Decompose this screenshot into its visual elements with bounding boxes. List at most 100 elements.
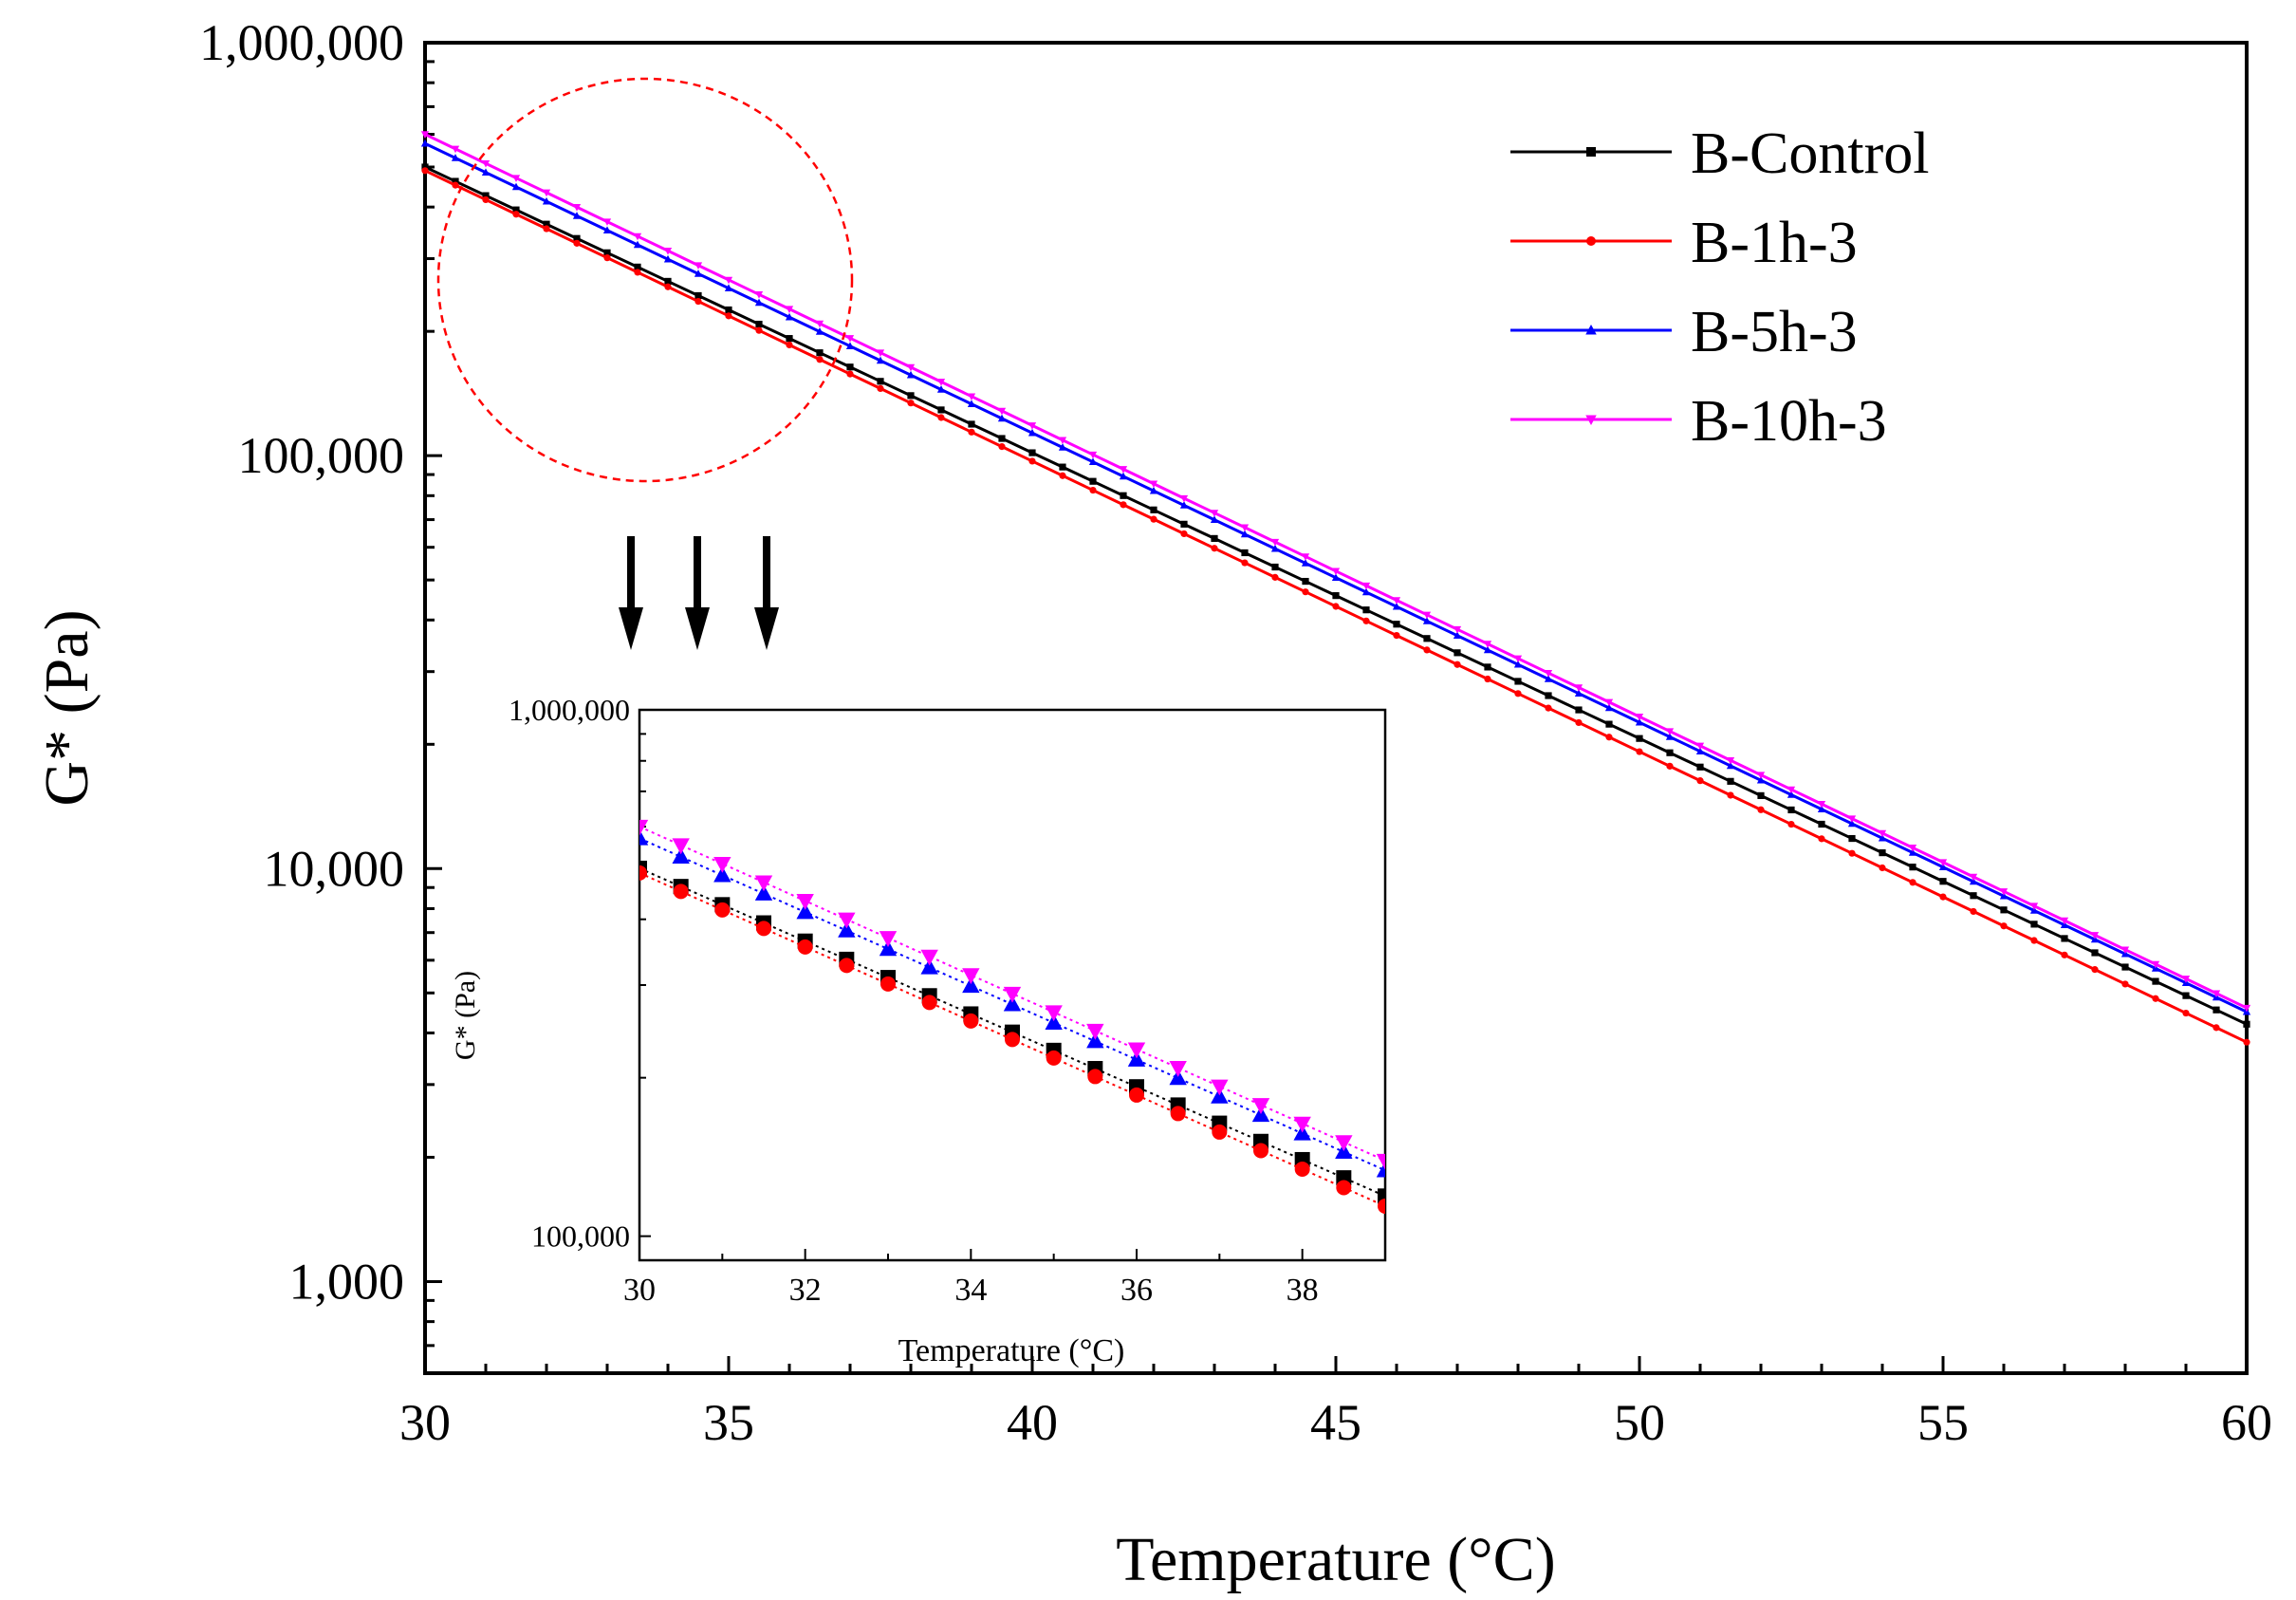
data-point (1635, 717, 1644, 726)
data-point (1604, 703, 1614, 712)
data-point (755, 326, 763, 334)
data-point (1969, 877, 1978, 885)
data-point (639, 819, 649, 836)
data-point (725, 312, 732, 320)
data-point (542, 196, 551, 205)
data-point (1574, 689, 1583, 697)
data-point (1241, 549, 1249, 557)
data-point (816, 356, 824, 363)
x-tick-label: 38 (1287, 1273, 1319, 1308)
data-point (907, 392, 915, 400)
data-point (815, 327, 824, 335)
data-point (1003, 986, 1022, 1003)
y-tick-label: 1,000,000 (199, 14, 404, 71)
data-point (1302, 577, 1309, 586)
data-point (997, 407, 1007, 416)
data-point (1939, 893, 1947, 901)
data-point (962, 977, 980, 994)
data-point (1087, 1069, 1103, 1085)
data-point (2061, 951, 2068, 958)
data-point (936, 379, 946, 386)
data-point (1454, 649, 1461, 657)
data-point (1378, 1198, 1385, 1214)
data-point (1878, 829, 1887, 838)
data-point (963, 1013, 979, 1029)
data-point (906, 363, 916, 372)
data-point (786, 341, 793, 349)
data-point (634, 269, 641, 276)
legend-marker (1585, 325, 1597, 335)
data-point (1908, 845, 1917, 852)
data-point (1028, 449, 1036, 456)
data-point (1058, 437, 1067, 445)
data-point (1149, 486, 1158, 494)
data-point (420, 131, 430, 139)
data-point (1696, 777, 1704, 785)
data-point (962, 968, 980, 985)
inset-y-axis-label: G* (Pa) (450, 971, 481, 1060)
data-point (1212, 1124, 1228, 1140)
data-point (754, 875, 773, 892)
data-point (1879, 864, 1886, 872)
data-point (1757, 791, 1765, 799)
data-point (633, 233, 642, 241)
data-point (1211, 534, 1218, 543)
data-point (1726, 757, 1735, 765)
data-point (543, 225, 550, 233)
data-point (1636, 735, 1643, 742)
data-point (1726, 761, 1735, 770)
data-point (1817, 801, 1826, 809)
data-point (968, 428, 975, 436)
data-point (694, 262, 703, 270)
data-point (846, 363, 854, 371)
data-point (1089, 477, 1097, 485)
data-point (1127, 1051, 1146, 1067)
data-point (543, 220, 550, 228)
data-point (725, 306, 732, 314)
arrow-group (619, 536, 779, 650)
data-point (2212, 990, 2221, 998)
data-point (1969, 873, 1978, 882)
arrow-head (619, 607, 643, 650)
data-point (2029, 902, 2039, 910)
data-point (2091, 966, 2099, 974)
data-point (1362, 617, 1370, 624)
data-point (754, 884, 773, 901)
legend-item: B-1h-3 (1510, 211, 1858, 275)
data-point (998, 443, 1006, 451)
data-point (573, 234, 581, 242)
data-point (1727, 777, 1734, 785)
inset-series-b-1h-3 (639, 865, 1385, 1214)
data-point (1908, 848, 1917, 856)
data-point (511, 182, 521, 191)
data-point (2091, 949, 2099, 957)
inset-x-axis-label: Temperature (°C) (898, 1333, 1125, 1368)
data-point (1331, 573, 1341, 581)
data-point (1544, 675, 1553, 682)
data-point (1666, 749, 1674, 756)
data-point (1392, 602, 1401, 610)
data-point (2120, 946, 2130, 955)
data-point (1301, 553, 1310, 561)
data-point (1999, 888, 2009, 896)
data-point (714, 902, 731, 918)
data-point (1045, 1005, 1063, 1022)
data-point (1180, 530, 1188, 538)
data-point (1695, 747, 1705, 754)
data-point (1484, 675, 1491, 683)
data-point (694, 297, 702, 306)
data-point (603, 249, 611, 256)
data-point (1695, 742, 1705, 751)
data-point (1150, 515, 1157, 523)
data-point (1170, 1106, 1186, 1122)
arrow-head (754, 607, 779, 650)
data-point (481, 168, 491, 176)
data-point (1301, 559, 1310, 567)
data-point (1253, 1143, 1268, 1159)
data-point (672, 847, 690, 865)
data-point (482, 192, 490, 199)
data-point (1575, 706, 1583, 714)
data-point (664, 283, 672, 290)
data-point (1787, 806, 1795, 814)
data-point (2182, 992, 2190, 999)
